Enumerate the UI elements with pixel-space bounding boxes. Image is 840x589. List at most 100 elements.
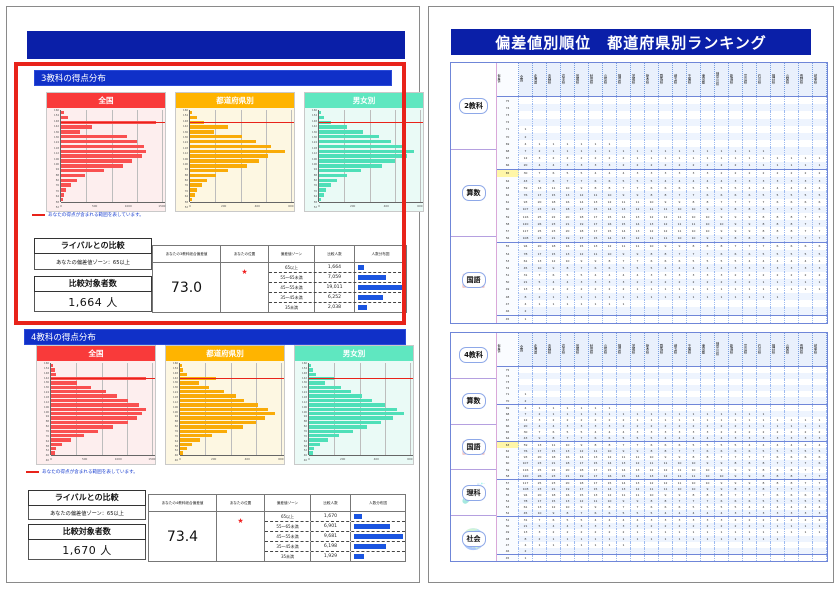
plot-area: 0 200 400 600 <box>179 363 284 461</box>
rank-cell: 5 <box>799 497 813 505</box>
rank-cell: 3 <box>673 517 687 524</box>
chart-bar <box>309 451 313 455</box>
score-cell: 48 <box>497 535 519 542</box>
rank-cell: 4 <box>589 428 603 436</box>
table-row: 74 <box>497 373 827 380</box>
rank-cell <box>659 367 673 374</box>
rank-cell: 6 <box>799 242 813 250</box>
plot-area: 0 200 400 600 <box>189 110 294 208</box>
rank-cell <box>743 391 757 398</box>
rank-cell: 1 <box>617 410 631 417</box>
prefecture-header: 神奈川県 <box>715 63 729 96</box>
chart-bar <box>180 385 209 390</box>
rank-cell: 2 <box>561 285 575 294</box>
score-cell: 60 <box>497 205 519 213</box>
rank-cell <box>813 104 827 112</box>
score-marker-line <box>319 121 423 123</box>
rank-cell: 5 <box>575 169 589 178</box>
prefecture-header: 群馬県 <box>659 333 673 366</box>
rank-cell: 2 <box>617 154 631 162</box>
rank-cell: 12 <box>631 460 645 467</box>
rank-cell: 2 <box>631 422 645 429</box>
rank-cell: 8 <box>757 479 771 486</box>
rank-cell: 6 <box>743 191 757 199</box>
distribution-chart: 都道府県別 160 154 148 142 136 130 124 118 112 106 100 94… <box>165 345 285 465</box>
prefecture-header-row: 偏差値 全国 北海道 青森県 岩手県 宮城県 秋田県 山形県 福島県 茨城県 栃木県 群馬県 埼玉県 千葉… <box>497 333 827 367</box>
rank-cell: 3 <box>813 435 827 442</box>
subject-row: 📖国語 <box>451 425 496 471</box>
chart-bar <box>51 385 92 390</box>
prefecture-header: 埼玉県 <box>673 333 687 366</box>
rank-cell: 3 <box>757 510 771 517</box>
rank-cell: 2 <box>743 428 757 436</box>
chart-bar <box>190 149 285 153</box>
rank-cell: 1 <box>771 416 785 423</box>
x-tick: 1500 <box>148 457 156 461</box>
table-row: 68 7 2 1 1 1 1 1 1 1 1 1 1 1 1 1 1 1 1 <box>497 410 827 417</box>
y-tick: 124 <box>312 141 317 145</box>
rank-cell: 13 <box>645 220 659 228</box>
rank-cell: 7 <box>729 491 743 498</box>
rank-cell: 1 <box>631 154 645 162</box>
rank-cell: 4 <box>547 422 561 429</box>
rank-cell: 5 <box>617 510 631 517</box>
score-cell: 48 <box>497 293 519 301</box>
rank-cell: 23 <box>547 220 561 228</box>
rank-cell: 1 <box>533 300 547 308</box>
rank-cell: 10 <box>701 479 715 486</box>
rank-cell: 3 <box>813 510 827 517</box>
rank-cell: 9 <box>617 191 631 199</box>
rank-cell: 12 <box>659 466 673 473</box>
star-icon: ★ <box>241 268 248 276</box>
y-tick: 52 <box>184 206 188 210</box>
score-cell: 64 <box>497 177 519 185</box>
y-tick: 154 <box>302 366 307 370</box>
x-tick: 200 <box>210 457 217 461</box>
rank-cell: 3 <box>701 428 715 436</box>
gridline <box>162 110 163 202</box>
score-marker-line <box>309 377 413 380</box>
prefecture-header: 茨城県 <box>631 333 645 366</box>
count-cell: 1,929 <box>311 552 351 561</box>
rank-cell <box>533 373 547 380</box>
rank-cell: 30 <box>519 169 533 178</box>
rank-cell: 4 <box>813 184 827 192</box>
y-axis: 160 154 148 142 136 130 124 118 112 106 100 94 88 82 7… <box>295 361 308 464</box>
rank-cell: 2 <box>757 271 771 279</box>
rank-cell: 4 <box>673 264 687 272</box>
rank-cell: 5 <box>701 442 715 449</box>
rank-cell: 15 <box>575 242 589 250</box>
y-tick: 130 <box>312 135 317 139</box>
y-tick: 100 <box>173 410 178 414</box>
rank-cell: 7 <box>785 234 799 242</box>
rank-cell: 1 <box>785 529 799 536</box>
score-cell: 59 <box>497 213 519 221</box>
table-row: 57 117 25 23 20 18 17 15 14 13 12 12 11 10 10 9 9 9 8 8 8 7 7 <box>497 227 827 235</box>
rank-cell: 3 <box>659 517 673 524</box>
rank-cell: 1 <box>813 285 827 294</box>
rank-cell: 1 <box>589 293 603 301</box>
rank-cell <box>785 547 799 554</box>
table-row: 53 61 13 12 10 9 9 8 7 7 6 6 6 5 5 5 5 4 4 4 4 4 4 <box>497 257 827 265</box>
rank-cell <box>659 397 673 404</box>
rank-cell: 7 <box>533 271 547 279</box>
chart-bar <box>319 193 324 197</box>
rank-cell: 4 <box>519 300 533 308</box>
rank-cell <box>771 397 785 404</box>
rank-cell: 1 <box>771 161 785 169</box>
rank-cell: 8 <box>645 497 659 505</box>
rank-cell: 15 <box>603 479 617 486</box>
zone-cell: 35未満 <box>269 303 315 312</box>
rank-cell: 3 <box>743 510 757 517</box>
rank-cell: 1 <box>687 154 701 162</box>
rank-cell: 9 <box>715 485 729 492</box>
rank-cell <box>575 554 589 561</box>
rank-cell <box>547 397 561 404</box>
chart-bar <box>319 188 326 192</box>
rank-cell <box>645 391 659 398</box>
rank-cell <box>673 132 687 141</box>
chart-bar <box>309 381 325 385</box>
rank-cell <box>617 554 631 561</box>
rank-cell <box>603 118 617 126</box>
rank-cell <box>575 111 589 119</box>
